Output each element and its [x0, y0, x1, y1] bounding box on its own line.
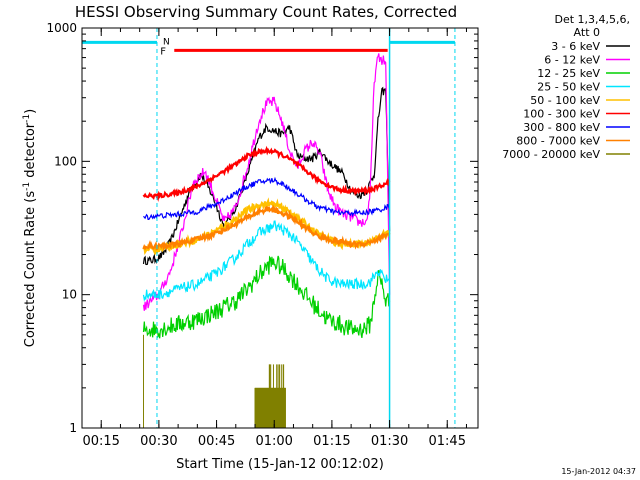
legend-label-800-7000-kev: 800 - 7000 keV: [516, 135, 600, 148]
axes: 00:15 00:30 00:45 01:00 01:15 01:30 01:45 1 10 10…: [46, 21, 478, 449]
series-100-300-kev: [142, 145, 391, 202]
y-tick-label: 100: [54, 154, 77, 168]
series-3-6-kev: [142, 86, 391, 266]
y-axis-label-sup1: -1: [22, 182, 32, 191]
legend-label-300-800-kev: 300 - 800 keV: [523, 121, 600, 134]
legend-label-50-100-kev: 50 - 100 keV: [530, 94, 600, 107]
series-12-25-kev: [142, 255, 391, 339]
x-tick-label: 01:45: [429, 434, 466, 449]
night-flag-label: N: [163, 37, 170, 47]
x-tick-label: 00:15: [82, 434, 119, 449]
legend-label-7000-20000-kev: 7000 - 20000 keV: [502, 148, 600, 161]
x-tick-label: 00:30: [140, 434, 177, 449]
series-800-7000-kev: [142, 204, 391, 251]
legend-label-6-12-kev: 6 - 12 keV: [544, 54, 600, 67]
series-300-800-kev: [143, 176, 391, 220]
series-25-50-kev: [142, 220, 390, 302]
legend-header-line-1: Det 1,3,4,5,6,: [554, 13, 630, 26]
y-axis-label-pre: Corrected Count Rate (s: [23, 191, 38, 348]
plot-area: NF: [82, 28, 456, 428]
y-tick-label: 10: [62, 288, 77, 302]
x-tick-label: 00:45: [198, 434, 235, 449]
y-axis-label-post: ): [23, 109, 38, 114]
series-7000-20000-kev: [143, 334, 286, 428]
y-axis-label-mid: detector: [23, 122, 38, 182]
x-tick-label: 01:00: [255, 434, 292, 449]
chart-title: HESSI Observing Summary Count Rates, Cor…: [75, 3, 457, 21]
plot-frame: [81, 27, 479, 429]
y-axis-label-sup2: -1: [22, 114, 32, 123]
x-tick-label: 01:15: [313, 434, 350, 449]
series-6-12-kev: [142, 53, 391, 311]
x-axis-label: Start Time (15-Jan-12 00:12:02): [176, 457, 384, 472]
flare-flag-label: F: [160, 46, 166, 57]
y-axis-label: Corrected Count Rate (s-1 detector-1): [22, 109, 38, 347]
legend-label-12-25-kev: 12 - 25 keV: [537, 67, 600, 80]
generation-timestamp: 15-Jan-2012 04:37: [561, 467, 636, 476]
legend-label-25-50-kev: 25 - 50 keV: [537, 81, 600, 94]
y-tick-label: 1: [69, 421, 77, 435]
legend-label-100-300-kev: 100 - 300 keV: [523, 108, 600, 121]
x-tick-label: 01:30: [371, 434, 408, 449]
legend-label-3-6-kev: 3 - 6 keV: [551, 40, 600, 53]
y-tick-label: 1000: [46, 21, 77, 35]
legend-header-line-2: Att 0: [574, 26, 600, 39]
